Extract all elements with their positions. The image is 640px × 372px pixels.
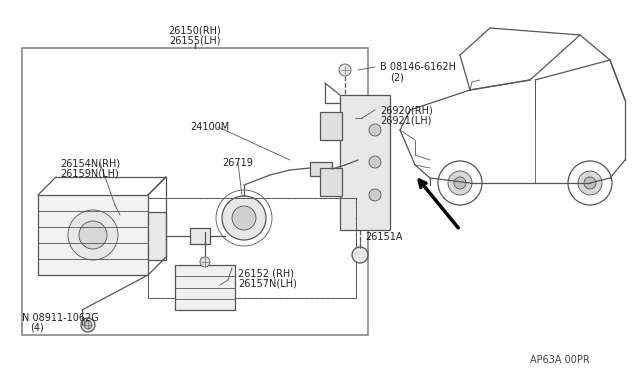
- Text: 26159N(LH): 26159N(LH): [60, 168, 119, 178]
- Circle shape: [81, 318, 95, 332]
- Circle shape: [352, 247, 368, 263]
- Text: 26920(RH): 26920(RH): [380, 105, 433, 115]
- Circle shape: [79, 221, 107, 249]
- Text: B 08146-6162H: B 08146-6162H: [380, 62, 456, 72]
- Text: 26157N(LH): 26157N(LH): [238, 278, 297, 288]
- Circle shape: [584, 177, 596, 189]
- Circle shape: [68, 210, 118, 260]
- Circle shape: [448, 171, 472, 195]
- Bar: [148, 198, 356, 298]
- Text: 26155(LH): 26155(LH): [169, 35, 221, 45]
- Circle shape: [84, 321, 92, 329]
- Text: 26921(LH): 26921(LH): [380, 115, 431, 125]
- Bar: [310, 162, 332, 176]
- Bar: [340, 95, 390, 230]
- Circle shape: [438, 161, 482, 205]
- Circle shape: [339, 64, 351, 76]
- Circle shape: [568, 161, 612, 205]
- Bar: [148, 198, 356, 298]
- Bar: [320, 112, 342, 140]
- Bar: [175, 265, 235, 310]
- Bar: [22, 48, 368, 335]
- Text: (4): (4): [30, 323, 44, 333]
- Circle shape: [369, 189, 381, 201]
- Circle shape: [232, 206, 256, 230]
- Bar: [148, 212, 166, 260]
- Text: 24100M: 24100M: [190, 122, 230, 132]
- Text: 26150(RH): 26150(RH): [168, 25, 221, 35]
- Circle shape: [200, 257, 210, 267]
- Text: N 08911-1062G: N 08911-1062G: [22, 313, 99, 323]
- Bar: [38, 195, 148, 275]
- Text: 26719: 26719: [222, 158, 253, 168]
- Text: AP63A 00PR: AP63A 00PR: [531, 355, 590, 365]
- Circle shape: [454, 177, 466, 189]
- Text: 26154N(RH): 26154N(RH): [60, 158, 120, 168]
- Bar: [190, 228, 210, 244]
- Circle shape: [369, 156, 381, 168]
- Text: 26151A: 26151A: [365, 232, 403, 242]
- Circle shape: [222, 196, 266, 240]
- Text: 26152 (RH): 26152 (RH): [238, 268, 294, 278]
- Text: (2): (2): [390, 72, 404, 82]
- Bar: [320, 168, 342, 196]
- Circle shape: [369, 124, 381, 136]
- Circle shape: [578, 171, 602, 195]
